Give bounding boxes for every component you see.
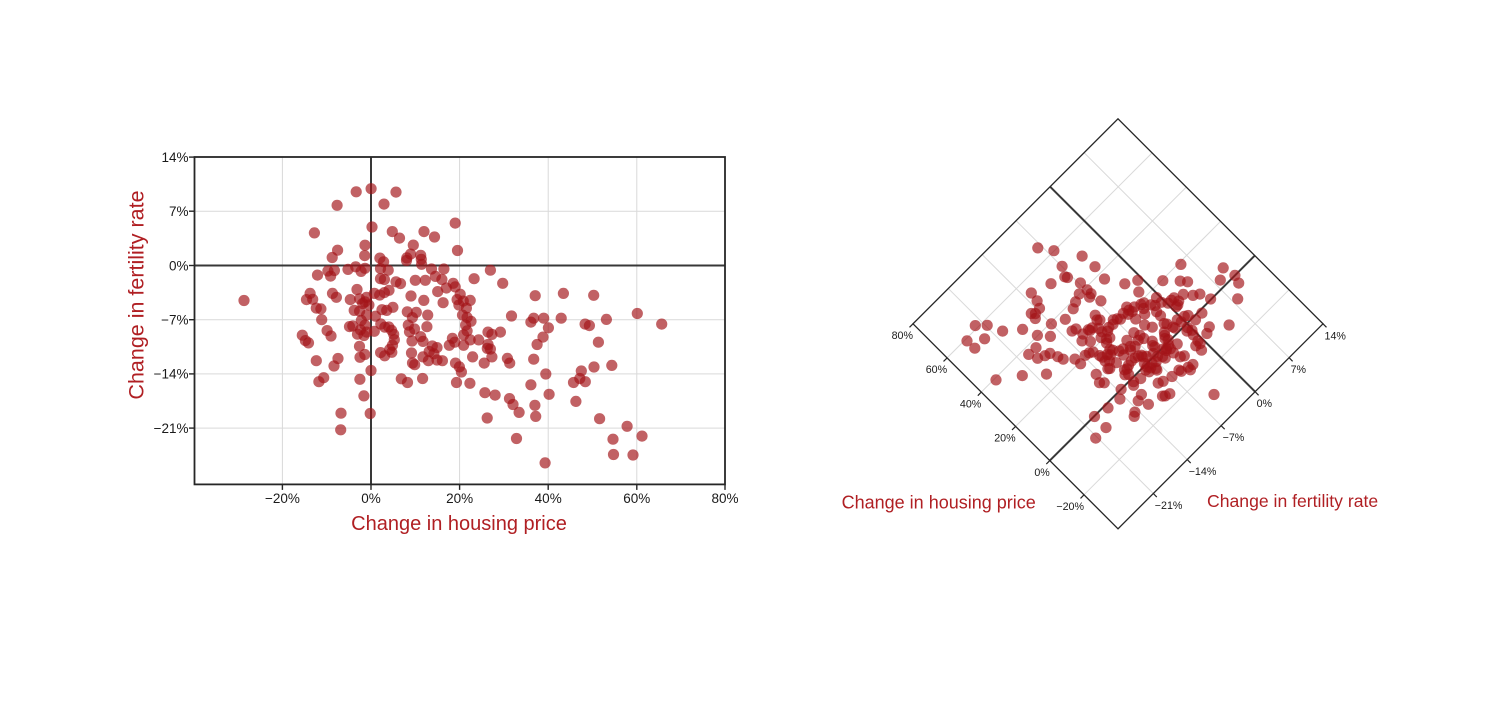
svg-text:0%: 0% [361, 491, 381, 506]
svg-text:60%: 60% [623, 491, 650, 506]
svg-text:80%: 80% [711, 491, 738, 506]
svg-text:−20%: −20% [265, 491, 300, 506]
svg-text:40%: 40% [960, 398, 982, 410]
svg-text:7%: 7% [1291, 364, 1307, 376]
svg-text:−21%: −21% [1155, 500, 1183, 512]
svg-text:20%: 20% [446, 491, 473, 506]
svg-text:80%: 80% [892, 330, 914, 342]
svg-text:0%: 0% [1257, 398, 1273, 410]
svg-text:60%: 60% [926, 364, 948, 376]
svg-text:Change in fertility rate: Change in fertility rate [1207, 491, 1378, 511]
svg-text:−21%: −21% [154, 421, 189, 436]
svg-text:14%: 14% [161, 150, 188, 165]
svg-text:−7%: −7% [161, 313, 188, 328]
svg-text:20%: 20% [994, 433, 1016, 445]
svg-text:40%: 40% [535, 491, 562, 506]
svg-text:0%: 0% [1034, 467, 1050, 479]
svg-text:0%: 0% [169, 258, 189, 273]
svg-text:−14%: −14% [1189, 466, 1217, 478]
svg-text:14%: 14% [1325, 330, 1347, 342]
svg-text:7%: 7% [169, 204, 189, 219]
svg-text:Change in housing price: Change in housing price [351, 513, 567, 535]
svg-text:−14%: −14% [154, 367, 189, 382]
svg-text:Change in housing price: Change in housing price [842, 493, 1036, 513]
svg-text:Change in fertility rate: Change in fertility rate [125, 190, 149, 399]
svg-text:−7%: −7% [1223, 432, 1245, 444]
svg-text:−20%: −20% [1056, 501, 1084, 513]
